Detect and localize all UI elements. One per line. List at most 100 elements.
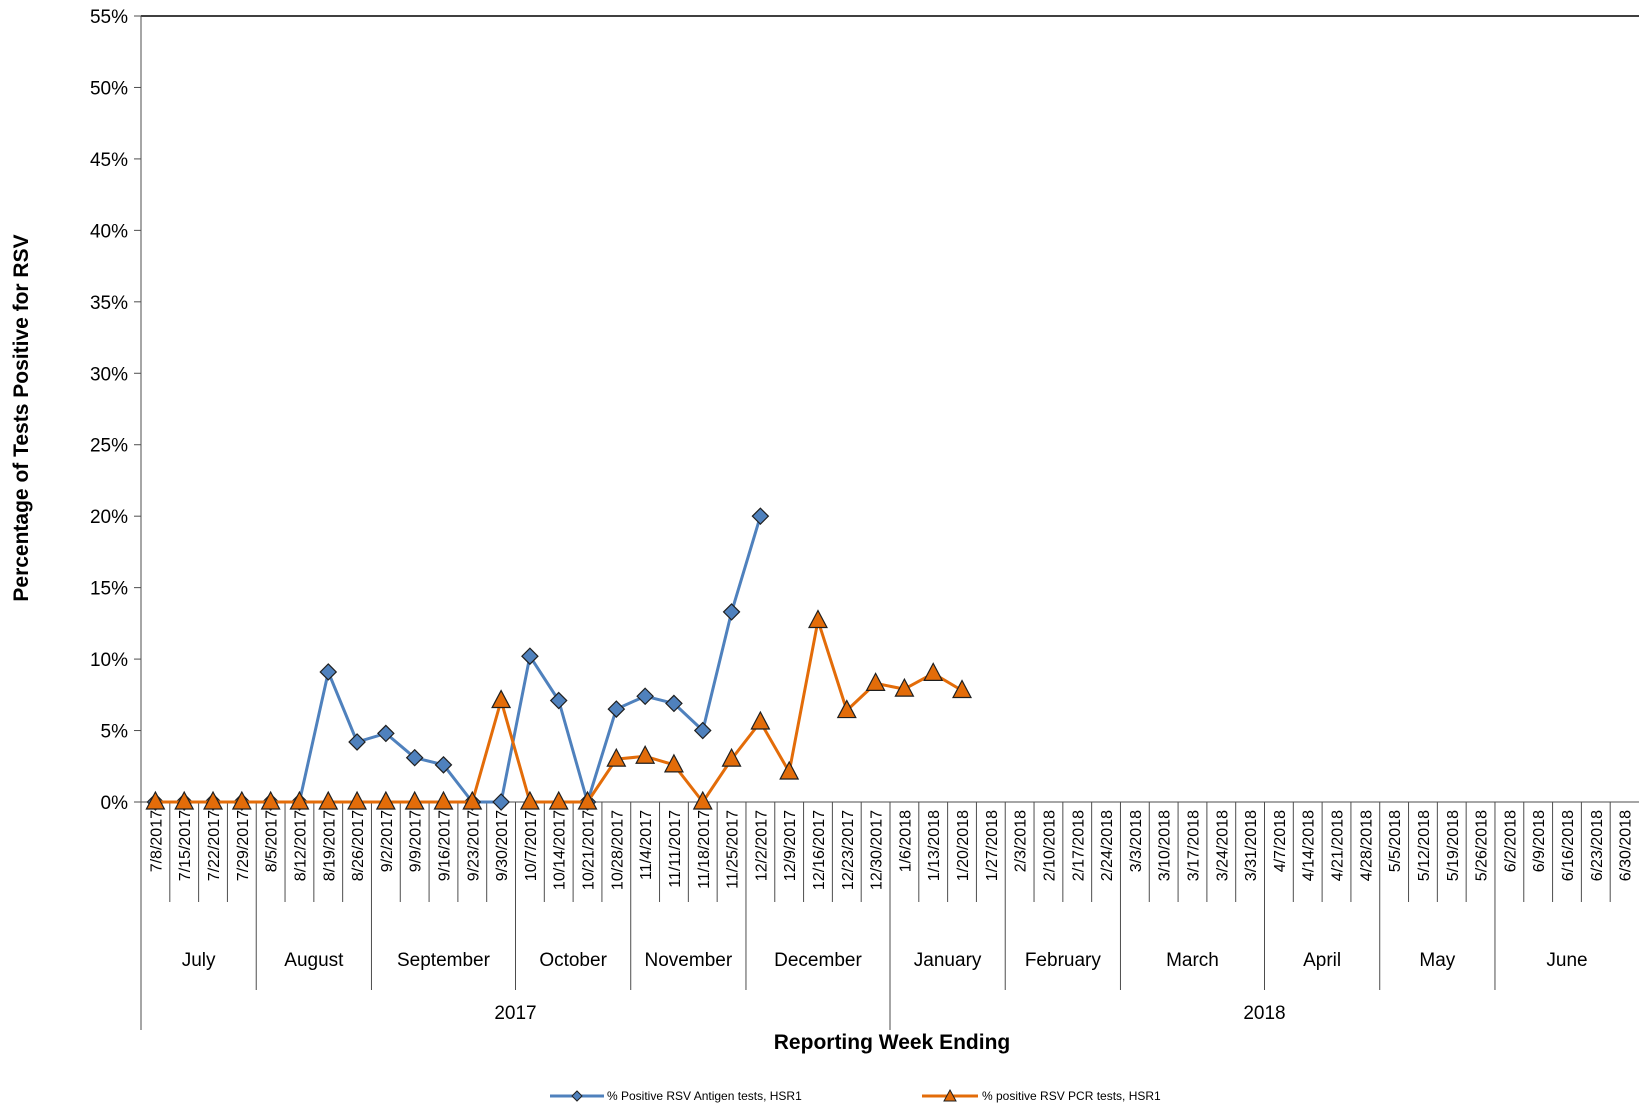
- y-tick-label: 35%: [90, 293, 128, 314]
- month-label: December: [774, 950, 862, 971]
- x-tick-label: 2/10/2018: [1041, 810, 1058, 881]
- x-tick-label: 9/23/2017: [465, 810, 482, 881]
- pcr-data-point: [836, 699, 857, 719]
- x-tick-label: 3/3/2018: [1128, 810, 1145, 872]
- pcr-data-point: [807, 609, 828, 629]
- x-tick-label: 8/12/2017: [292, 810, 309, 881]
- x-tick-label: 10/7/2017: [523, 810, 540, 881]
- month-label: November: [645, 950, 733, 971]
- pcr-data-point: [635, 744, 656, 764]
- series-line-1: [155, 515, 762, 804]
- x-tick-label: 9/30/2017: [494, 810, 511, 881]
- pcr-data-point: [750, 710, 771, 730]
- y-tick-label: 30%: [90, 364, 128, 385]
- pcr-data-point: [923, 662, 944, 681]
- x-tick-label: 3/10/2018: [1157, 810, 1174, 881]
- x-tick-label: 11/11/2017: [667, 810, 684, 888]
- year-label: 2017: [494, 1003, 536, 1024]
- pcr-data-point: [894, 677, 915, 697]
- antigen-data-point: [549, 691, 568, 710]
- pcr-data-point: [577, 790, 598, 810]
- y-tick-label: 55%: [90, 7, 128, 28]
- y-tick-label: 25%: [90, 436, 128, 457]
- x-tick-label: 4/14/2018: [1301, 810, 1318, 881]
- y-tick-label: 40%: [90, 221, 128, 242]
- pcr-data-point: [231, 790, 252, 810]
- legend-diamond-icon: [571, 1090, 583, 1102]
- x-tick-label: 6/30/2018: [1618, 810, 1635, 881]
- y-tick-label: 50%: [90, 78, 128, 99]
- x-tick-label: 5/5/2018: [1387, 810, 1404, 872]
- antigen-data-point: [751, 507, 770, 526]
- pcr-data-point: [779, 760, 800, 780]
- x-tick-label: 9/9/2017: [408, 810, 425, 872]
- pcr-data-point: [347, 790, 368, 810]
- antigen-data-point: [521, 647, 539, 666]
- x-tick-label: 1/13/2018: [926, 810, 943, 881]
- x-tick-label: 7/22/2017: [206, 810, 223, 881]
- legend-label-antigen: % Positive RSV Antigen tests, HSR1: [607, 1089, 802, 1103]
- x-tick-label: 2/24/2018: [1099, 810, 1116, 881]
- series-layer: [145, 507, 973, 811]
- y-tick-label: 15%: [90, 579, 128, 600]
- pcr-data-point: [404, 790, 425, 810]
- pcr-data-point: [318, 790, 339, 810]
- pcr-data-point: [606, 747, 627, 767]
- legend: % Positive RSV Antigen tests, HSR1 % pos…: [550, 1088, 1161, 1103]
- month-label: May: [1419, 950, 1455, 971]
- month-label: September: [397, 950, 491, 971]
- year-label: 2018: [1243, 1003, 1285, 1024]
- x-tick-label: 6/2/2018: [1502, 810, 1519, 872]
- x-axis: 7/8/2017 7/15/2017 7/22/2017 7/29/2017 8/5/2…: [148, 802, 1635, 1030]
- pcr-data-point: [203, 790, 224, 810]
- pcr-data-point: [145, 790, 166, 810]
- y-tick-label: 45%: [90, 150, 128, 171]
- antigen-data-point: [607, 700, 626, 718]
- pcr-data-point: [519, 790, 540, 810]
- x-tick-label: 10/28/2017: [609, 810, 626, 890]
- x-tick-label: 3/17/2018: [1185, 810, 1202, 881]
- x-tick-label: 9/2/2017: [379, 810, 396, 872]
- x-tick-label: 12/9/2017: [782, 810, 799, 881]
- antigen-data-point: [434, 755, 453, 774]
- x-tick-label: 8/19/2017: [321, 810, 338, 881]
- y-axis: 0% 5% 10% 15% 20% 25% 30% 35% 40% 45% 50% 55%: [90, 7, 141, 814]
- x-tick-label: 4/21/2018: [1330, 810, 1347, 881]
- x-tick-label: 2/3/2018: [1013, 810, 1030, 872]
- month-label: January: [914, 950, 982, 971]
- x-tick-label: 8/5/2017: [264, 810, 281, 872]
- x-tick-label: 6/16/2018: [1560, 810, 1577, 881]
- month-label: October: [539, 950, 607, 971]
- x-tick-label: 1/6/2018: [897, 810, 914, 872]
- x-tick-label: 11/4/2017: [638, 810, 655, 880]
- pcr-data-point: [952, 679, 973, 699]
- x-tick-label: 12/2/2017: [753, 810, 770, 881]
- legend-item-pcr: % positive RSV PCR tests, HSR1: [922, 1088, 1161, 1103]
- pcr-data-point: [433, 790, 454, 810]
- x-tick-label: 10/14/2017: [552, 810, 569, 890]
- month-label: June: [1546, 950, 1587, 971]
- legend-triangle-icon: [943, 1088, 957, 1102]
- y-axis-title: Percentage of Tests Positive for RSV: [10, 234, 33, 601]
- x-tick-label: 4/28/2018: [1358, 810, 1375, 881]
- x-tick-label: 6/9/2018: [1531, 810, 1548, 872]
- x-tick-label: 8/26/2017: [350, 810, 367, 881]
- pcr-data-point: [865, 672, 886, 691]
- pcr-data-point: [491, 689, 512, 709]
- x-axis-title: Reporting Week Ending: [774, 1031, 1010, 1054]
- x-tick-label: 7/29/2017: [235, 810, 252, 881]
- x-tick-label: 12/23/2017: [840, 810, 857, 890]
- antigen-data-point: [693, 721, 712, 740]
- pcr-data-point: [174, 790, 195, 810]
- y-tick-label: 0%: [101, 793, 129, 814]
- antigen-data-point: [636, 687, 654, 706]
- antigen-data-point: [319, 663, 338, 681]
- x-tick-label: 4/7/2018: [1272, 810, 1289, 872]
- pcr-data-point: [260, 790, 281, 810]
- x-tick-label: 3/31/2018: [1243, 810, 1260, 881]
- y-tick-label: 10%: [90, 650, 128, 671]
- month-label: August: [284, 950, 344, 971]
- month-label: April: [1303, 950, 1341, 971]
- x-tick-label: 10/21/2017: [581, 810, 598, 890]
